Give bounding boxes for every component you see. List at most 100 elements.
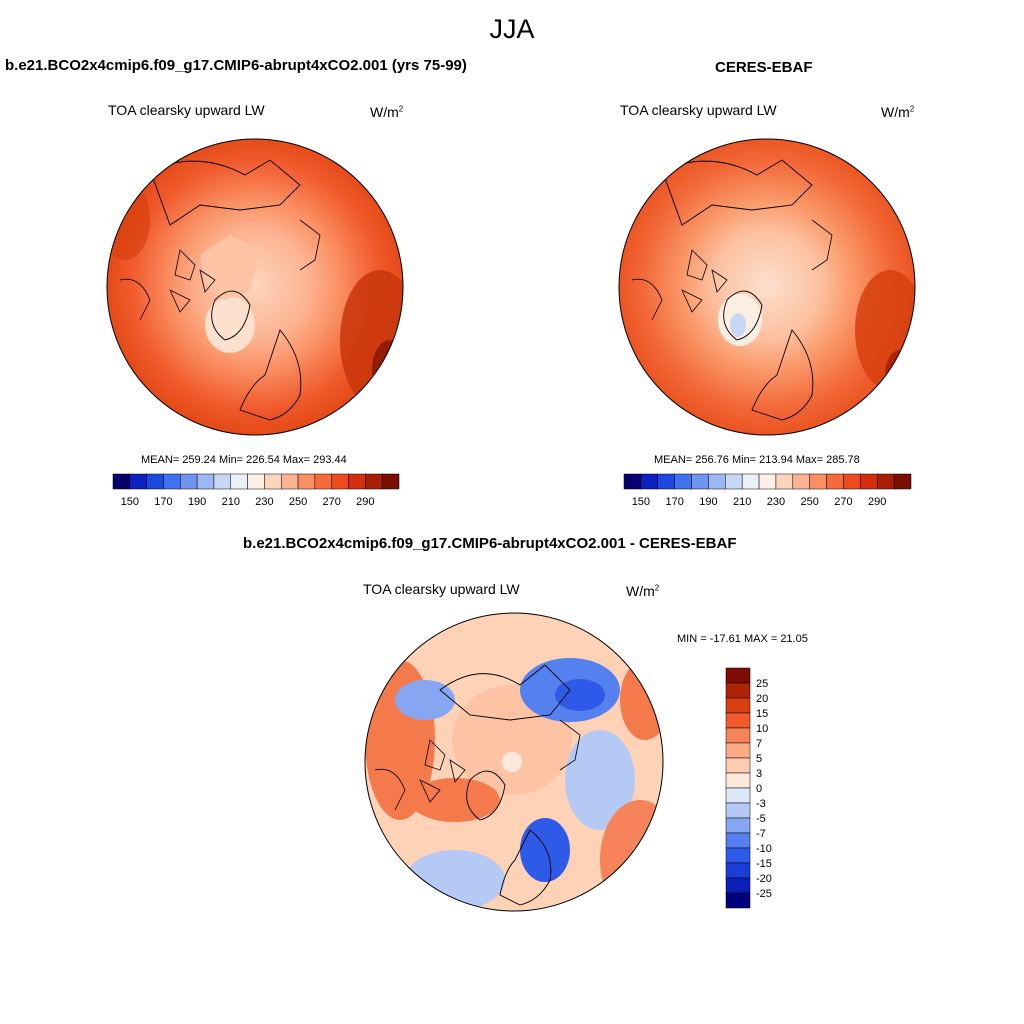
colorbar-tick-label: -25 bbox=[756, 888, 772, 900]
colorbar-tick-label: 150 bbox=[632, 496, 650, 508]
colorbar-box bbox=[314, 473, 332, 490]
colorbar-box bbox=[725, 802, 751, 819]
colorbar-tick-label: 230 bbox=[255, 496, 273, 508]
colorbar-tick-label: -5 bbox=[756, 813, 766, 825]
colorbar-box bbox=[674, 473, 692, 490]
colorbar-box bbox=[792, 473, 810, 490]
colorbar-box bbox=[843, 473, 861, 490]
colorbar-box bbox=[708, 473, 726, 490]
colorbar-box bbox=[725, 787, 751, 804]
colorbar-box bbox=[725, 727, 751, 744]
colorbar-tick-label: 270 bbox=[834, 496, 852, 508]
colorbar-box bbox=[129, 473, 147, 490]
colorbar-box bbox=[725, 712, 751, 729]
colorbar-tick-label: 250 bbox=[289, 496, 307, 508]
model-panel-title: b.e21.BCO2x4cmip6.f09_g17.CMIP6-abrupt4x… bbox=[5, 57, 467, 74]
colorbar-box bbox=[230, 473, 248, 490]
colorbar-tick-label: 210 bbox=[733, 496, 751, 508]
colorbar-box bbox=[725, 772, 751, 789]
colorbar-tick-label: 170 bbox=[154, 496, 172, 508]
model-map bbox=[106, 138, 404, 436]
colorbar-tick-label: -3 bbox=[756, 798, 766, 810]
diff-stats: MIN = -17.61 MAX = 21.05 bbox=[677, 633, 808, 645]
colorbar-box bbox=[264, 473, 282, 490]
colorbar-tick-label: 290 bbox=[868, 496, 886, 508]
colorbar-box bbox=[180, 473, 198, 490]
colorbar-tick-label: 290 bbox=[356, 496, 374, 508]
colorbar-tick-label: 230 bbox=[767, 496, 785, 508]
colorbar-box bbox=[623, 473, 642, 490]
colorbar-box bbox=[725, 742, 751, 759]
colorbar-tick-label: 190 bbox=[699, 496, 717, 508]
colorbar-box bbox=[725, 817, 751, 834]
colorbar-tick-label: 0 bbox=[756, 783, 762, 795]
colorbar-box bbox=[247, 473, 265, 490]
diff-variable-label: TOA clearsky upward LW bbox=[363, 581, 520, 597]
colorbar-tick-label: 250 bbox=[801, 496, 819, 508]
colorbar-tick-label: 15 bbox=[756, 708, 768, 720]
main-title: JJA bbox=[489, 14, 535, 44]
colorbar-box bbox=[860, 473, 878, 490]
colorbar-tick-label: -20 bbox=[756, 873, 772, 885]
colorbar-box bbox=[826, 473, 844, 490]
colorbar-box bbox=[725, 892, 751, 909]
colorbar-box bbox=[213, 473, 232, 490]
colorbar-box bbox=[348, 473, 366, 490]
colorbar-box bbox=[196, 473, 215, 490]
colorbar-box bbox=[725, 473, 743, 490]
colorbar-box bbox=[146, 473, 164, 490]
colorbar-tick-label: 3 bbox=[756, 768, 762, 780]
colorbar-box bbox=[725, 682, 751, 699]
model-colorbar: 150 170 190 210 230 250 270 290 bbox=[112, 473, 400, 508]
colorbar-box bbox=[725, 862, 751, 879]
colorbar-tick-label: 270 bbox=[323, 496, 341, 508]
colorbar-box bbox=[381, 473, 400, 490]
colorbar-box bbox=[775, 473, 794, 490]
colorbar-box bbox=[725, 697, 751, 714]
colorbar-box bbox=[640, 473, 659, 490]
colorbar-box bbox=[893, 473, 912, 490]
colorbar-tick-label: -10 bbox=[756, 843, 772, 855]
colorbar-box bbox=[657, 473, 675, 490]
model-stats: MEAN= 259.24 Min= 226.54 Max= 293.44 bbox=[141, 454, 347, 466]
colorbar-box bbox=[725, 847, 751, 864]
diff-colorbar: 25 20 15 10 7 5 3 0 -3 -5 -7 -10 -15 -20 -25 bbox=[725, 667, 772, 909]
colorbar-tick-label: 25 bbox=[756, 678, 768, 690]
diff-panel-title: b.e21.BCO2x4cmip6.f09_g17.CMIP6-abrupt4x… bbox=[243, 535, 737, 552]
colorbar-tick-label: 7 bbox=[756, 738, 762, 750]
obs-units-label: W/m2 bbox=[881, 104, 915, 120]
colorbar-box bbox=[809, 473, 827, 490]
obs-stats: MEAN= 256.76 Min= 213.94 Max= 285.78 bbox=[654, 454, 860, 466]
diff-units-label: W/m2 bbox=[626, 583, 660, 599]
colorbar-box bbox=[163, 473, 181, 490]
colorbar-box bbox=[331, 473, 349, 490]
obs-panel-title: CERES-EBAF bbox=[715, 59, 813, 76]
colorbar-box bbox=[725, 667, 751, 684]
colorbar-box bbox=[691, 473, 709, 490]
colorbar-tick-label: -15 bbox=[756, 858, 772, 870]
colorbar-box bbox=[876, 473, 895, 490]
colorbar-box bbox=[297, 473, 316, 490]
colorbar-box bbox=[758, 473, 777, 490]
colorbar-tick-label: 10 bbox=[756, 723, 768, 735]
colorbar-box bbox=[725, 832, 751, 849]
colorbar-box bbox=[741, 473, 760, 490]
colorbar-tick-label: 210 bbox=[222, 496, 240, 508]
colorbar-box bbox=[365, 473, 383, 490]
colorbar-box bbox=[725, 757, 751, 774]
model-units-label: W/m2 bbox=[370, 104, 404, 120]
colorbar-tick-label: 20 bbox=[756, 693, 768, 705]
colorbar-tick-label: 150 bbox=[121, 496, 139, 508]
colorbar-tick-label: 5 bbox=[756, 753, 762, 765]
diff-map bbox=[364, 612, 664, 912]
obs-colorbar: 150 170 190 210 230 250 270 290 bbox=[623, 473, 912, 508]
colorbar-box bbox=[280, 473, 299, 490]
colorbar-tick-label: 170 bbox=[665, 496, 683, 508]
obs-variable-label: TOA clearsky upward LW bbox=[620, 102, 777, 118]
model-variable-label: TOA clearsky upward LW bbox=[108, 102, 265, 118]
colorbar-tick-label: 190 bbox=[188, 496, 206, 508]
colorbar-box bbox=[725, 877, 751, 894]
colorbar-box bbox=[112, 473, 131, 490]
